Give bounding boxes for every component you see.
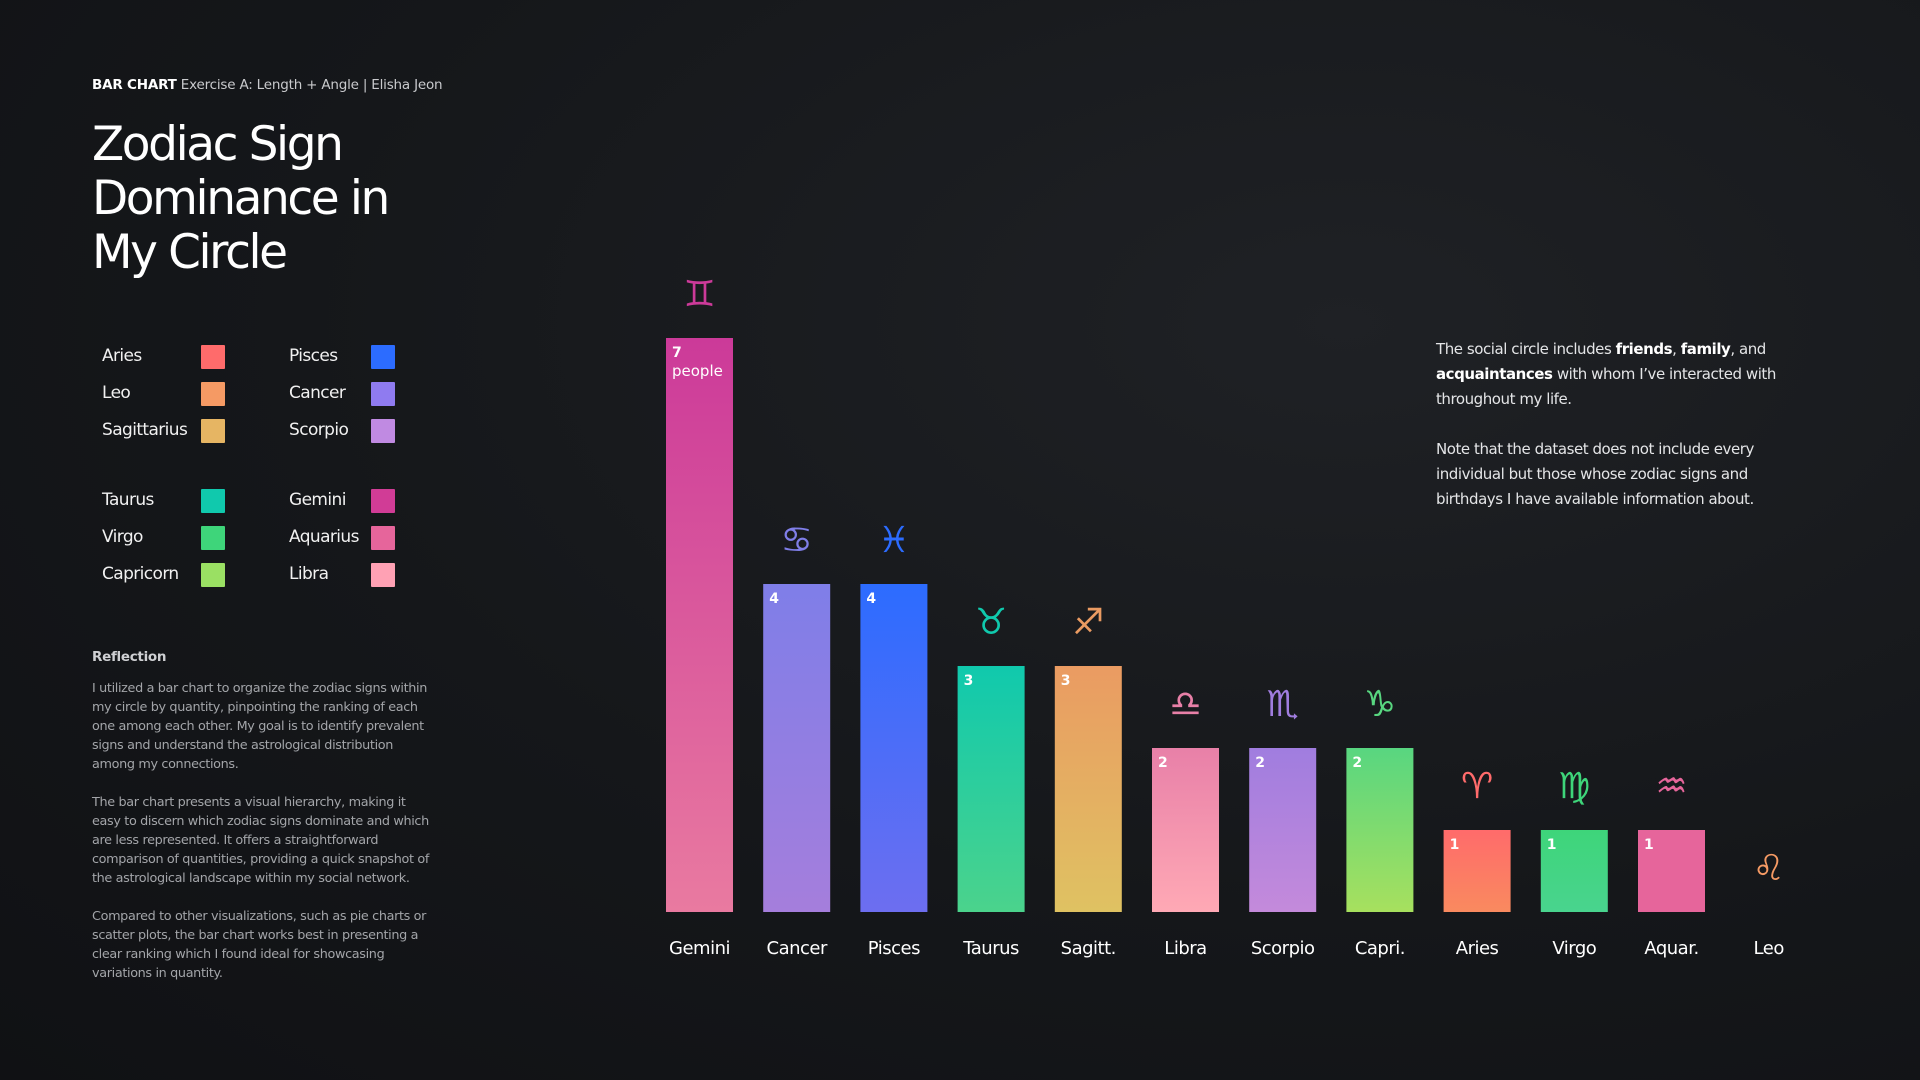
category-label-aquar: Aquar. [1644,938,1698,959]
value-label-aquar: 1 [1644,837,1654,853]
legend-label: Capricorn [102,564,179,584]
legend-swatch-virgo [201,526,225,550]
value-label-sagitt: 3 [1061,673,1071,689]
description-paragraph-2: Note that the dataset does not include e… [1436,440,1754,508]
legend-label: Aries [102,346,142,366]
subtitle-text: Exercise A: Length + Angle | Elisha Jeon [176,77,443,93]
desc-text: The social circle includes [1436,340,1616,358]
legend-label: Aquarius [289,527,359,547]
legend-swatch-sagittarius [201,419,225,443]
value-label-taurus: 3 [964,673,974,689]
reflection-paragraph-2: The bar chart presents a visual hierarch… [92,795,429,886]
legend-label: Sagittarius [102,420,188,440]
legend-label: Pisces [289,346,338,366]
sagitt-symbol-icon: ♐ [1072,602,1104,643]
value-label-pisces: 4 [866,591,876,607]
legend-swatch-capricorn [201,563,225,587]
reflection-paragraph-1: I utilized a bar chart to organize the z… [92,681,427,772]
value-label-aries: 1 [1450,837,1460,853]
cancer-symbol-icon: ♋ [781,520,813,561]
description: The social circle includes friends, fami… [1436,337,1776,537]
category-label-leo: Leo [1754,938,1785,959]
value-label-capri: 2 [1352,755,1362,771]
bar-taurus [957,666,1025,912]
value-label-gemini: 7 [672,345,682,361]
scorpio-symbol-icon: ♏ [1267,684,1299,725]
bar-pisces [860,584,928,912]
capri-symbol-icon: ♑ [1364,684,1396,725]
legend-swatch-aries [201,345,225,369]
bar-cancer [763,584,831,912]
category-label-capri: Capri. [1355,938,1405,959]
pisces-symbol-icon: ♓ [878,520,910,561]
legend-swatch-scorpio [371,419,395,443]
desc-bold-acquaintances: acquaintances [1436,365,1553,383]
category-label-scorpio: Scorpio [1251,938,1315,959]
legend-swatch-aquarius [371,526,395,550]
legend-label: Scorpio [289,420,349,440]
legend-label: Cancer [289,383,346,403]
desc-bold-family: family [1680,340,1731,358]
legend-swatch-libra [371,563,395,587]
aries-symbol-icon: ♈ [1461,766,1493,807]
legend-swatch-leo [201,382,225,406]
category-label-taurus: Taurus [962,938,1019,959]
desc-text: , and [1730,340,1766,358]
gemini-symbol-icon: ♊ [683,274,715,315]
libra-symbol-icon: ♎ [1169,684,1201,725]
taurus-symbol-icon: ♉ [975,602,1007,643]
aquar-symbol-icon: ♒ [1655,766,1687,807]
legend-label: Virgo [102,527,143,547]
legend-label: Gemini [289,490,346,510]
legend-label: Taurus [102,490,154,510]
page-title: Zodiac Sign Dominance in My Circle [92,117,390,280]
legend-label: Leo [102,383,131,403]
legend-label: Libra [289,564,329,584]
reflection-paragraph-3: Compared to other visualizations, such a… [92,909,427,981]
bar-capri [1346,748,1414,912]
legend-swatch-pisces [371,345,395,369]
bar-gemini [666,338,733,912]
subtitle-tag: BAR CHART [92,77,177,93]
desc-text: with whom I’ve interacted with throughou… [1436,365,1776,408]
category-label-aries: Aries [1456,938,1499,959]
desc-text: , [1672,340,1681,358]
category-label-cancer: Cancer [767,938,828,959]
reflection-section: Reflection I utilized a bar chart to org… [92,649,432,1002]
category-label-virgo: Virgo [1552,938,1596,959]
legend-swatch-cancer [371,382,395,406]
category-label-gemini: Gemini [669,938,730,959]
legend-swatch-gemini [371,489,395,513]
reflection-heading: Reflection [92,649,167,665]
bar-sagitt [1054,666,1122,912]
bar-aries [1443,830,1511,912]
desc-bold-friends: friends [1615,340,1673,358]
bar-libra [1152,748,1219,912]
category-label-libra: Libra [1164,938,1206,959]
leo-symbol-icon: ♌ [1753,848,1785,889]
category-label-sagitt: Sagitt. [1061,938,1116,959]
value-label-virgo: 1 [1547,837,1557,853]
value-label-libra: 2 [1158,755,1168,771]
value-unit-label: people [672,362,723,380]
virgo-symbol-icon: ♍ [1558,766,1590,807]
bar-scorpio [1249,748,1317,912]
description-paragraph-1: The social circle includes friends, fami… [1436,337,1776,412]
subtitle: BAR CHART Exercise A: Length + Angle | E… [92,77,443,93]
legend-swatch-taurus [201,489,225,513]
value-label-cancer: 4 [769,591,779,607]
value-label-scorpio: 2 [1255,755,1265,771]
bar-aquar [1638,830,1705,912]
bar-virgo [1540,830,1608,912]
category-label-pisces: Pisces [868,938,920,959]
